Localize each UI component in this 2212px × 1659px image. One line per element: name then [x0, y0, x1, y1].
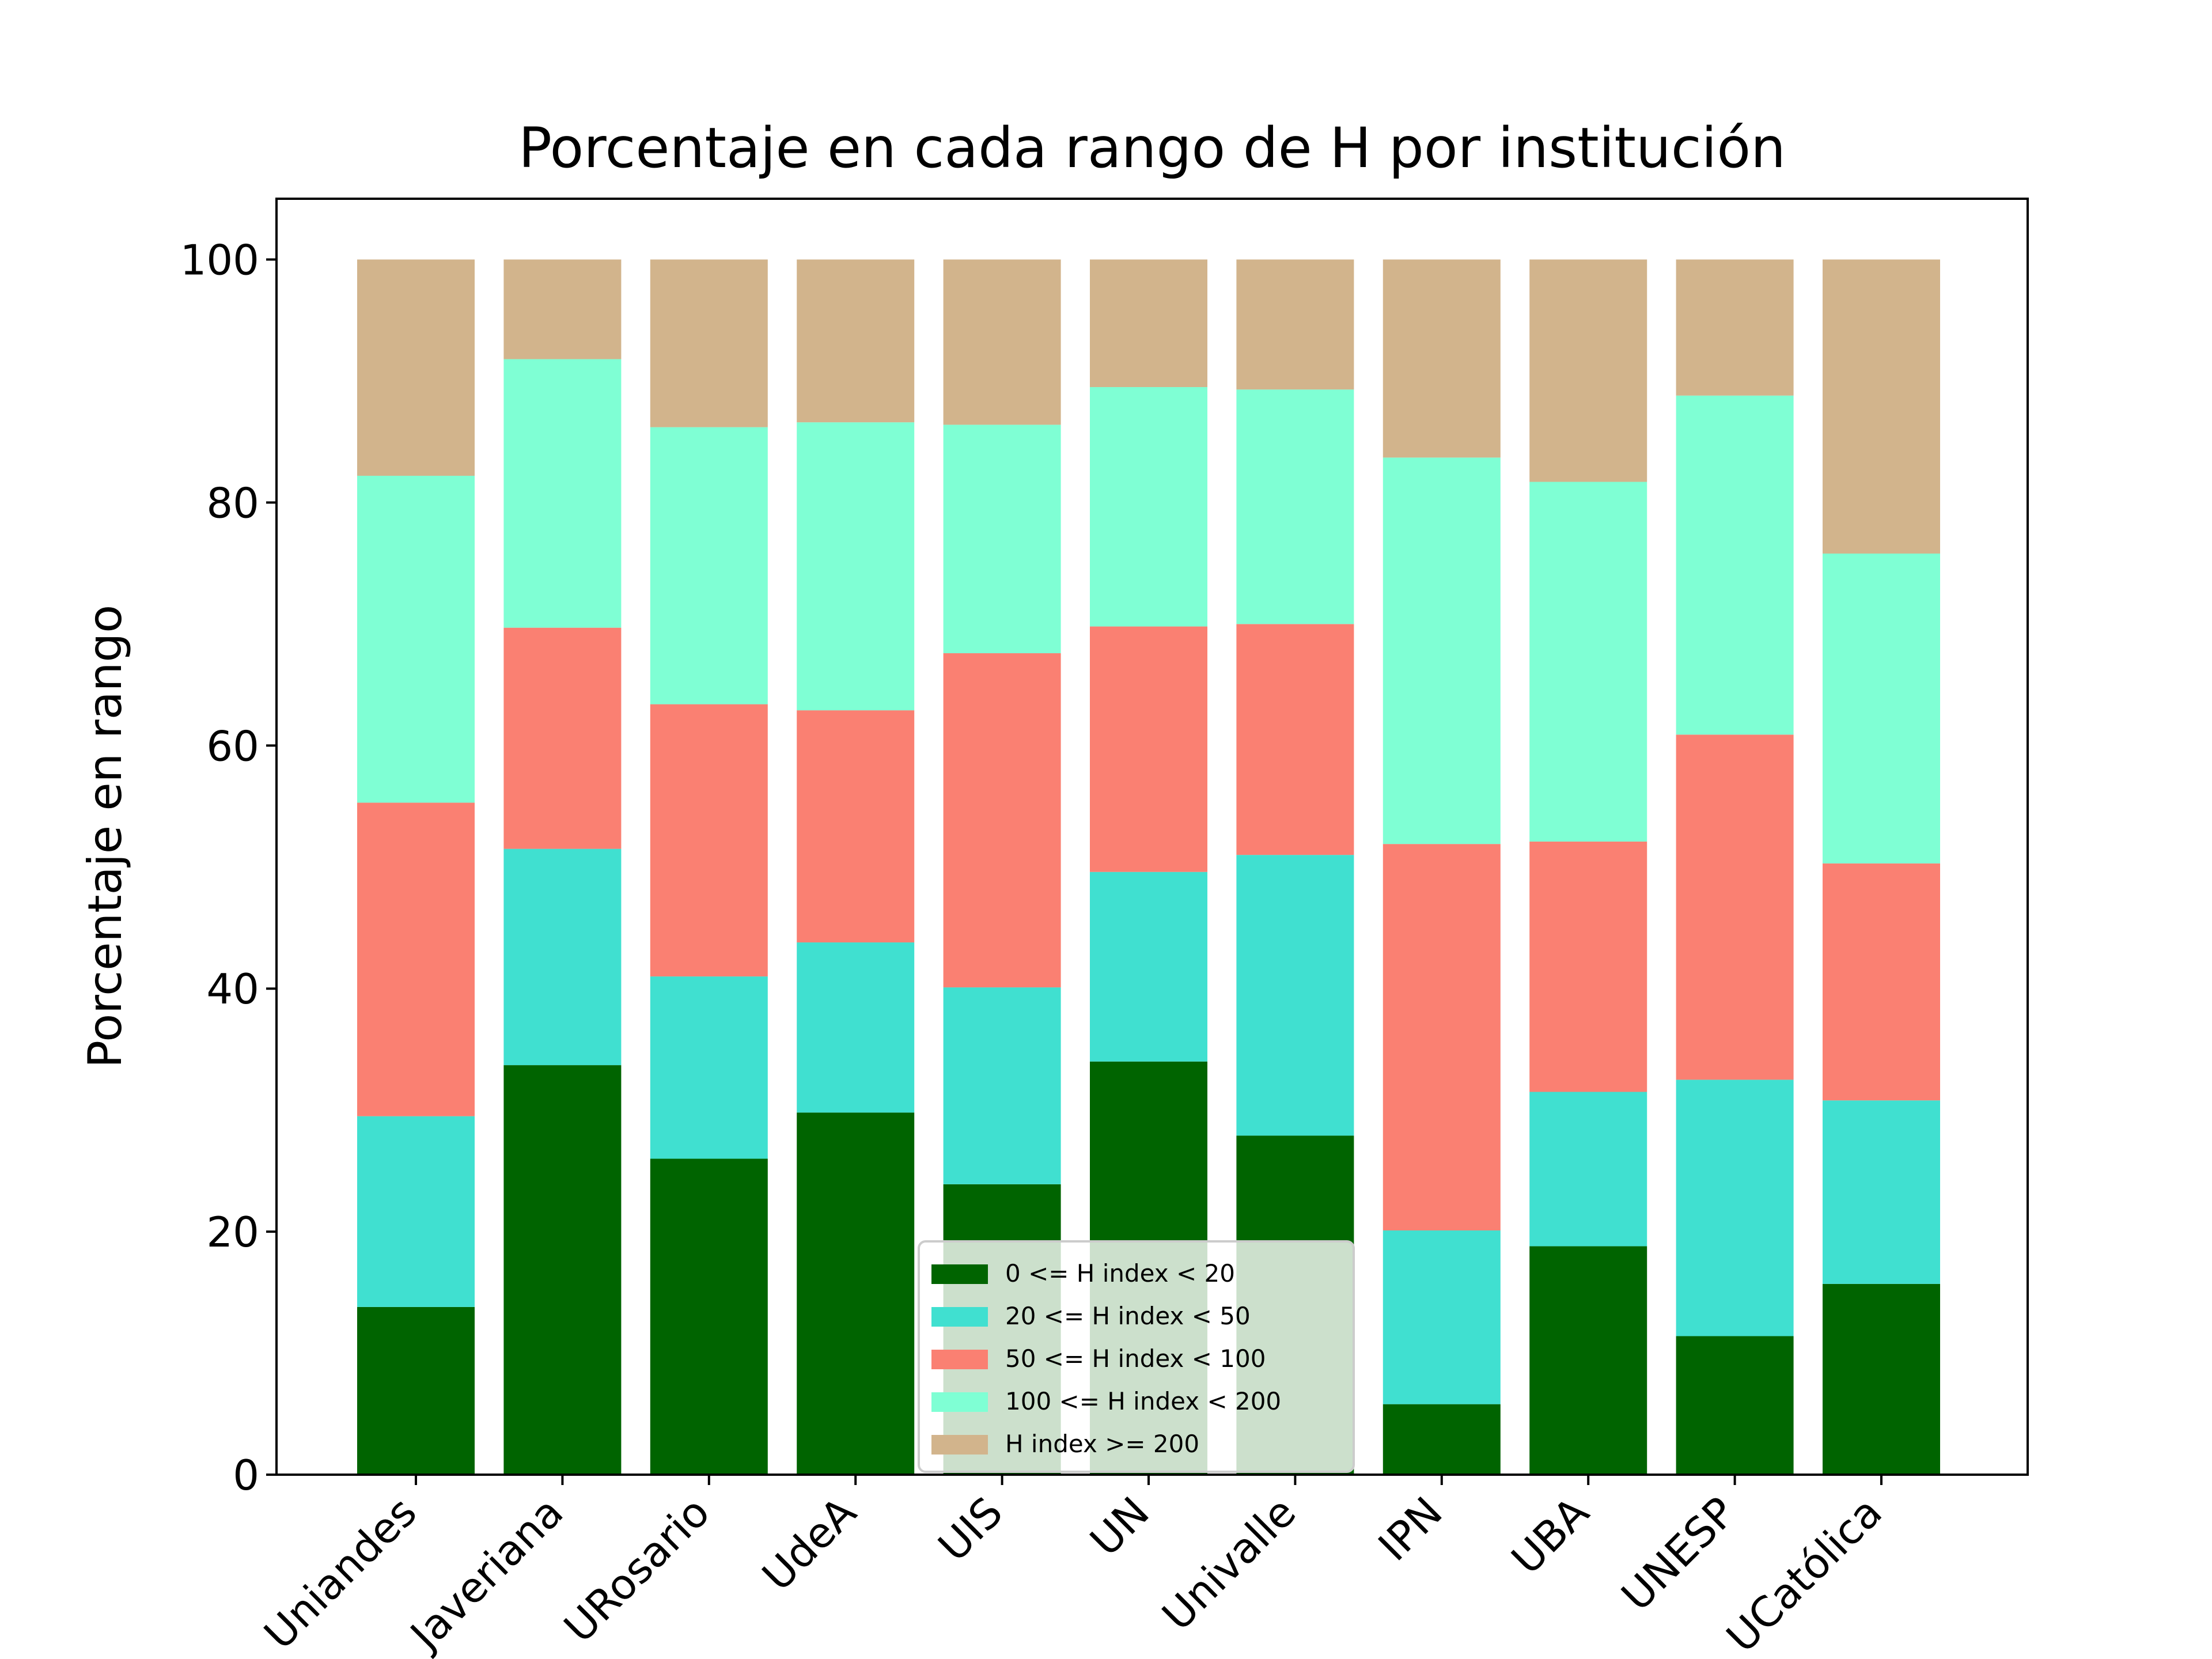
bar-IPN-series-1 [1382, 1230, 1501, 1404]
x-tick-label: UBA [1502, 1488, 1598, 1584]
bar-Uniandes-series-2 [357, 802, 475, 1116]
y-tick-label: 80 [206, 479, 259, 527]
bar-Javeriana-series-4 [503, 259, 622, 359]
bar-UIS-series-1 [943, 987, 1061, 1184]
bar-UdeA-series-2 [797, 710, 915, 943]
bar-UBA-series-3 [1529, 482, 1647, 842]
bar-UN-series-2 [1090, 626, 1207, 872]
legend-label: 100 <= H index < 200 [1005, 1387, 1281, 1415]
plot-frame [275, 198, 2029, 1476]
bar-UCatólica-series-0 [1823, 1283, 1940, 1475]
bar-Uniandes-series-4 [357, 259, 475, 476]
bar-UNESP-series-2 [1676, 734, 1794, 1080]
x-tick-label: UNESP [1612, 1488, 1745, 1620]
legend-label: 50 <= H index < 100 [1005, 1344, 1266, 1373]
bar-Javeriana-series-2 [503, 627, 622, 849]
x-tick-label: UCatólica [1717, 1488, 1891, 1659]
bar-UCatólica-series-3 [1823, 553, 1940, 863]
x-tick-label: Uniandes [255, 1488, 426, 1659]
bar-Javeriana-series-3 [503, 359, 622, 628]
bar-URosario-series-1 [650, 976, 768, 1159]
bar-Uniandes-series-3 [357, 475, 475, 803]
x-tick-label: IPN [1369, 1488, 1452, 1570]
x-tick-label: UN [1081, 1488, 1158, 1566]
bar-Uniandes-series-1 [357, 1116, 475, 1307]
bar-UdeA-series-1 [797, 942, 915, 1113]
y-tick-label: 0 [233, 1451, 259, 1499]
bar-UN-series-1 [1090, 872, 1207, 1062]
bar-UdeA-series-3 [797, 422, 915, 711]
bar-UNESP-series-0 [1676, 1336, 1794, 1475]
legend-swatch [931, 1392, 988, 1412]
bar-UBA-series-4 [1529, 259, 1647, 482]
y-tick-label: 40 [206, 965, 259, 1013]
legend-label: H index >= 200 [1005, 1430, 1199, 1458]
bar-UIS-series-4 [943, 259, 1061, 425]
bar-Univalle-series-2 [1236, 624, 1354, 855]
bar-UBA-series-0 [1529, 1246, 1647, 1475]
bar-URosario-series-3 [650, 427, 768, 704]
y-axis-ticks: 0 20 40 60 80 100 [180, 236, 276, 1499]
legend-label: 20 <= H index < 50 [1005, 1302, 1251, 1330]
x-tick-label: URosario [555, 1488, 719, 1652]
legend-swatch [931, 1264, 988, 1284]
bar-URosario-series-4 [650, 259, 768, 427]
legend-swatch [931, 1307, 988, 1327]
bar-URosario-series-0 [650, 1158, 768, 1475]
y-tick-label: 20 [206, 1208, 259, 1256]
bars-group [357, 259, 1940, 1475]
legend: 0 <= H index < 20 20 <= H index < 50 50 <=… [918, 1240, 1355, 1473]
bar-Univalle-series-1 [1236, 855, 1354, 1136]
bar-Univalle-series-4 [1236, 259, 1354, 390]
bar-IPN-series-0 [1382, 1404, 1501, 1475]
legend-swatch [931, 1350, 988, 1369]
bar-UdeA-series-0 [797, 1112, 915, 1475]
y-axis-label: Porcentaje en rango [78, 605, 132, 1068]
bar-IPN-series-3 [1382, 457, 1501, 844]
bar-UCatólica-series-4 [1823, 259, 1940, 554]
bar-Javeriana-series-1 [503, 849, 622, 1066]
legend-box [918, 1240, 1355, 1473]
legend-label: 0 <= H index < 20 [1005, 1259, 1235, 1287]
bar-IPN-series-2 [1382, 844, 1501, 1230]
bar-URosario-series-2 [650, 704, 768, 977]
x-tick-label: UIS [929, 1488, 1012, 1571]
y-tick-label: 60 [206, 722, 259, 770]
bar-UIS-series-2 [943, 653, 1061, 988]
bar-UBA-series-1 [1529, 1092, 1647, 1247]
legend-swatch [931, 1435, 988, 1455]
x-tick-label: Univalle [1153, 1488, 1305, 1640]
chart-title: Porcentaje en cada rango de H por instit… [518, 116, 1786, 180]
bar-UNESP-series-4 [1676, 259, 1794, 396]
x-tick-label: Javeriana [400, 1488, 573, 1659]
bar-UNESP-series-1 [1676, 1080, 1794, 1336]
bar-UdeA-series-4 [797, 259, 915, 423]
bar-UN-series-4 [1090, 259, 1207, 387]
y-tick-label: 100 [180, 236, 259, 284]
bar-Javeriana-series-0 [503, 1065, 622, 1475]
bar-UCatólica-series-2 [1823, 863, 1940, 1101]
bar-UBA-series-2 [1529, 841, 1647, 1092]
bar-UIS-series-3 [943, 425, 1061, 653]
bar-UN-series-3 [1090, 387, 1207, 627]
bar-Univalle-series-3 [1236, 389, 1354, 624]
x-tick-label: UdeA [753, 1488, 865, 1600]
bar-UNESP-series-3 [1676, 395, 1794, 735]
bar-Uniandes-series-0 [357, 1306, 475, 1475]
bar-UCatólica-series-1 [1823, 1100, 1940, 1284]
bar-IPN-series-4 [1382, 259, 1501, 458]
